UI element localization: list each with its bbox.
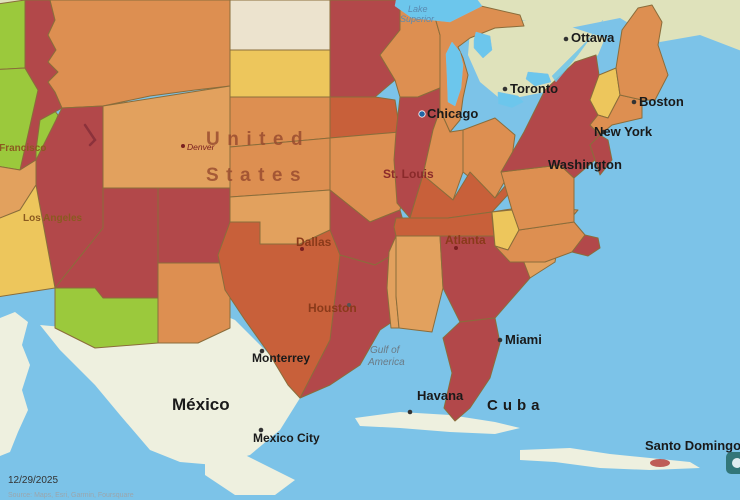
svg-text:Ottawa: Ottawa [571,30,615,45]
svg-text:Santo Domingo: Santo Domingo [645,438,740,453]
svg-text:Boston: Boston [639,94,684,109]
svg-text:México: México [172,395,230,414]
svg-text:Monterrey: Monterrey [252,351,310,365]
svg-text:Toronto: Toronto [510,81,558,96]
svg-text:New York: New York [594,124,653,139]
svg-text:Los Angeles: Los Angeles [23,213,83,224]
svg-text:Chicago: Chicago [427,106,478,121]
svg-text:Lake: Lake [408,4,428,14]
svg-text:Atlanta: Atlanta [445,233,486,247]
svg-text:Houston: Houston [308,301,357,315]
svg-text:Superior: Superior [400,14,435,24]
svg-text:Gulf of: Gulf of [370,345,401,356]
svg-text:Washington: Washington [548,157,622,172]
svg-text:Mexico City: Mexico City [253,431,320,445]
svg-text:Miami: Miami [505,332,542,347]
svg-text:Dallas: Dallas [296,235,332,249]
svg-text:12/29/2025: 12/29/2025 [8,475,58,486]
svg-text:States: States [206,165,308,186]
svg-text:San Francisco: San Francisco [0,143,46,154]
svg-text:Source: Maps, Esri, Garmin, Fo: Source: Maps, Esri, Garmin, Foursquare [8,492,134,499]
svg-text:Havana: Havana [417,388,464,403]
svg-text:America: America [367,357,405,368]
svg-text:United: United [206,129,310,150]
svg-text:St. Louis: St. Louis [383,167,434,181]
svg-text:Cuba: Cuba [487,397,545,414]
svg-text:Denver: Denver [187,142,216,152]
